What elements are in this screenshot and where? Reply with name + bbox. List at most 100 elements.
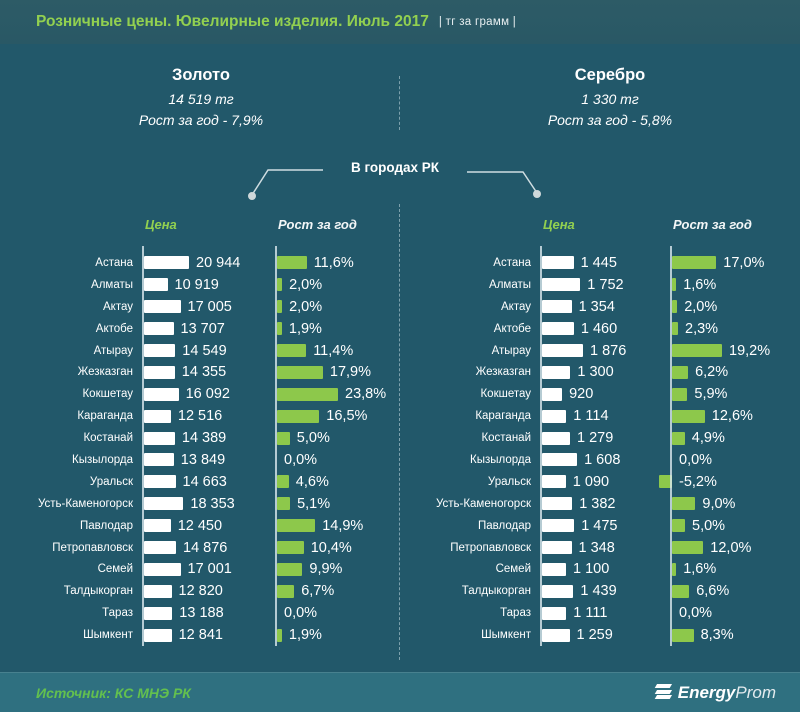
city-label: Жезказган xyxy=(77,366,133,379)
city-label: Петропавловск xyxy=(52,541,133,554)
title-unit: | тг за грамм | xyxy=(438,16,517,28)
growth-bar xyxy=(672,322,678,336)
logo-text-light: Prom xyxy=(735,682,776,702)
price-cell: 1 090 xyxy=(540,471,670,493)
growth-value: 4,6% xyxy=(295,473,329,490)
growth-value: 0,0% xyxy=(679,605,713,622)
price-cell: 18 353 xyxy=(142,493,275,515)
price-value: 13 707 xyxy=(180,320,225,337)
city-label: Усть-Каменогорск xyxy=(435,497,531,510)
price-bar xyxy=(542,256,574,270)
price-cell: 17 001 xyxy=(142,558,275,580)
growth-bar xyxy=(277,256,307,270)
energyprom-logo: Energy Prom xyxy=(654,682,776,703)
price-cell: 14 389 xyxy=(142,427,275,449)
growth-value: 4,9% xyxy=(691,430,725,447)
logo-text-bold: Energy xyxy=(677,682,736,702)
price-cell: 1 111 xyxy=(540,602,670,624)
price-cell: 16 092 xyxy=(142,383,275,405)
gold-avg-growth: Рост за год - 7,9% xyxy=(138,112,264,128)
price-bar xyxy=(144,409,171,423)
price-bar xyxy=(542,387,563,401)
growth-value: 2,0% xyxy=(289,298,323,315)
price-value: 20 944 xyxy=(196,254,241,271)
growth-cell: 11,4% xyxy=(275,340,400,362)
price-bar xyxy=(144,322,174,336)
price-value: 17 005 xyxy=(187,298,232,315)
price-bar xyxy=(144,431,175,445)
city-label: Тараз xyxy=(500,607,531,620)
silver-growth-axis xyxy=(670,246,672,646)
city-label: Кокшетау xyxy=(82,388,133,401)
price-bar xyxy=(542,475,566,489)
growth-bar xyxy=(672,344,722,357)
price-cell: 12 841 xyxy=(142,624,275,646)
city-row: Петропавловск 14 876 10,4% xyxy=(36,537,400,559)
city-row: Уральск 14 663 4,6% xyxy=(36,471,400,493)
growth-value: 11,6% xyxy=(313,254,354,271)
growth-value: 12,6% xyxy=(711,408,753,425)
city-row: Костанай 1 279 4,9% xyxy=(400,427,764,449)
growth-value: 9,9% xyxy=(309,561,343,578)
city-row: Усть-Каменогорск 18 353 5,1% xyxy=(36,493,400,515)
city-label: Семей xyxy=(97,563,133,576)
price-value: 10 919 xyxy=(174,276,219,293)
city-label: Уральск xyxy=(487,475,531,488)
gold-price-axis xyxy=(142,246,144,646)
price-value: 920 xyxy=(569,386,594,403)
growth-cell: 1,6% xyxy=(670,558,764,580)
gold-avg-price: 14 519 тг xyxy=(168,91,234,107)
growth-value: 11,4% xyxy=(313,342,354,359)
growth-value: 5,9% xyxy=(694,386,728,403)
growth-bar xyxy=(672,431,685,445)
city-label: Костанай xyxy=(481,432,531,445)
growth-cell: 5,1% xyxy=(275,493,400,515)
growth-value: 1,9% xyxy=(288,627,322,644)
growth-cell: 0,0% xyxy=(275,602,400,624)
price-value: 1 114 xyxy=(573,408,609,425)
price-bar xyxy=(542,431,570,445)
city-row: Алматы 1 752 1,6% xyxy=(400,274,764,296)
price-value: 12 516 xyxy=(177,408,223,425)
city-row: Актобе 13 707 1,9% xyxy=(36,318,400,340)
source-label: Источник: КС МНЭ РК xyxy=(36,684,191,701)
silver-column-headers: Цена Рост за год xyxy=(400,212,764,236)
city-label: Павлодар xyxy=(478,519,531,532)
growth-cell: 2,3% xyxy=(670,318,764,340)
price-value: 16 092 xyxy=(185,386,230,403)
silver-price-column-header: Цена xyxy=(543,216,575,232)
city-row: Тараз 13 188 0,0% xyxy=(36,602,400,624)
growth-value: 10,4% xyxy=(310,539,352,556)
city-row: Актау 17 005 2,0% xyxy=(36,296,400,318)
city-label: Семей xyxy=(495,563,531,576)
price-bar xyxy=(144,541,176,555)
city-label: Караганда xyxy=(475,410,531,423)
price-value: 14 663 xyxy=(182,473,227,490)
growth-bar xyxy=(277,300,283,314)
growth-cell: 23,8% xyxy=(275,383,400,405)
title-bar: Розничные цены. Ювелирные изделия. Июль … xyxy=(0,0,800,44)
price-value: 1 111 xyxy=(573,605,608,622)
price-bar xyxy=(542,409,567,423)
price-cell: 20 944 xyxy=(142,252,275,274)
growth-cell: 17,0% xyxy=(670,252,764,274)
growth-bar xyxy=(277,519,316,533)
price-value: 14 355 xyxy=(181,364,227,381)
price-bar xyxy=(144,365,175,379)
growth-bar xyxy=(277,497,291,511)
growth-value: 5,0% xyxy=(692,517,726,534)
city-label: Алматы xyxy=(91,278,133,291)
price-cell: 12 516 xyxy=(142,405,275,427)
price-value: 1 439 xyxy=(580,583,617,600)
city-label: Астана xyxy=(95,256,133,269)
city-label: Шымкент xyxy=(481,629,531,642)
price-cell: 14 876 xyxy=(142,537,275,559)
price-value: 1 279 xyxy=(577,430,614,447)
city-row: Талдыкорган 1 439 6,6% xyxy=(400,580,764,602)
growth-value: 6,2% xyxy=(695,364,729,381)
growth-cell: 19,2% xyxy=(670,340,770,362)
growth-cell: 0,0% xyxy=(670,449,764,471)
center-divider-top xyxy=(399,76,400,130)
price-cell: 17 005 xyxy=(142,296,275,318)
